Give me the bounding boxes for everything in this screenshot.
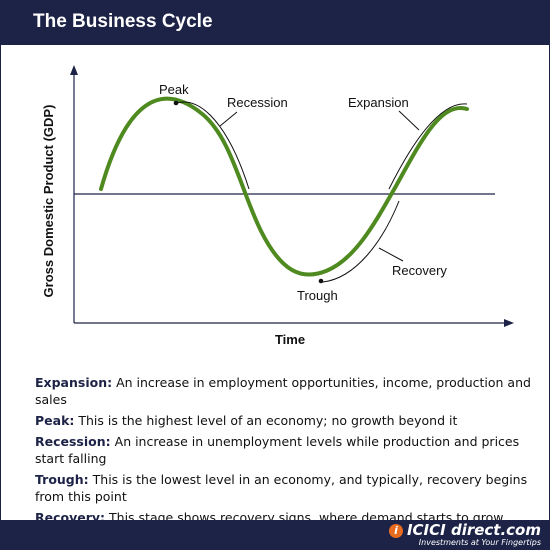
definition-term: Trough: [35, 472, 89, 487]
x-axis-arrow-icon [504, 319, 514, 327]
definition-expansion: Expansion: An increase in employment opp… [35, 374, 535, 408]
recovery-bracket-line [322, 200, 400, 283]
business-cycle-diagram: Peak Recession Expansion Recovery Trough… [41, 65, 514, 347]
recovery-leader [378, 247, 404, 262]
title-bar: The Business Cycle [1, 1, 549, 45]
label-expansion: Expansion [348, 95, 409, 110]
definition-text: An increase in employment opportunities,… [35, 375, 531, 407]
footer-bar: i ICICI direct.com Investments at Your Fi… [1, 520, 549, 549]
expansion-bracket-line [388, 103, 468, 190]
cycle-curve [99, 96, 469, 277]
y-axis-arrow-icon [70, 65, 78, 75]
definition-term: Peak: [35, 413, 75, 428]
brand-logo[interactable]: i ICICI direct.com Investments at Your Fi… [388, 521, 541, 548]
definition-text: This is the highest level of an economy;… [78, 413, 458, 428]
brand-mark-icon: i [388, 523, 403, 538]
label-recession: Recession [227, 95, 288, 110]
trough-dot [318, 278, 324, 284]
label-recovery: Recovery [392, 263, 447, 278]
logo-wordmark: i ICICI direct.com [388, 521, 541, 539]
recession-bracket-line [176, 101, 250, 190]
y-axis-label: Gross Domestic Product (GDP) [41, 105, 56, 298]
x-axis-label: Time [275, 332, 305, 347]
definition-text: This is the lowest level in an economy, … [35, 472, 528, 504]
peak-dot [173, 100, 179, 106]
label-peak: Peak [159, 82, 189, 97]
label-trough: Trough [297, 288, 338, 303]
definition-recession: Recession: An increase in unemployment l… [35, 433, 535, 467]
definition-trough: Trough: This is the lowest level in an e… [35, 471, 535, 505]
definition-peak: Peak: This is the highest level of an ec… [35, 412, 535, 429]
logo-text: ICICI direct.com [406, 521, 541, 539]
page-title: The Business Cycle [33, 11, 213, 32]
definition-term: Recession: [35, 434, 111, 449]
logo-tagline: Investments at Your Fingertips [418, 538, 541, 547]
definitions-list: Expansion: An increase in employment opp… [35, 374, 535, 530]
recession-leader [219, 111, 238, 127]
definition-term: Expansion: [35, 375, 113, 390]
expansion-leader [398, 110, 420, 131]
definition-text: An increase in unemployment levels while… [35, 434, 520, 466]
